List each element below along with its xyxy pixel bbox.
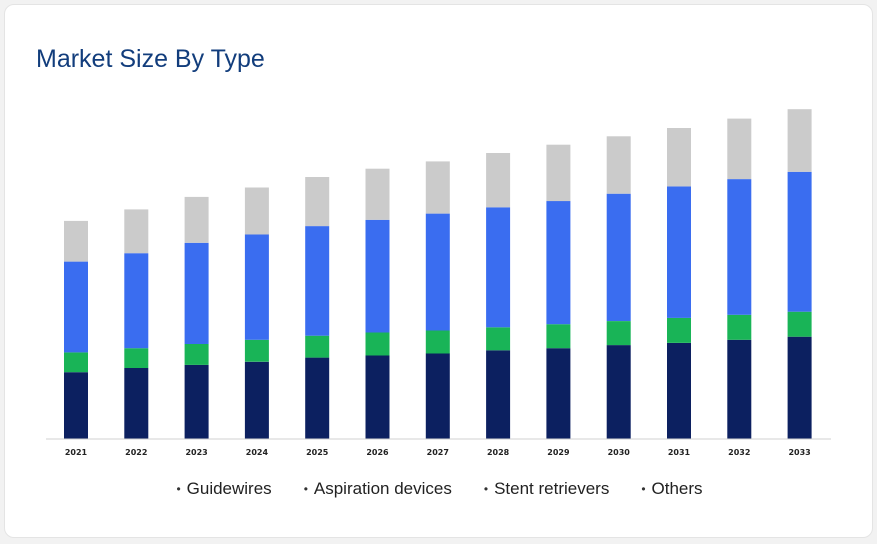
legend-item-others[interactable]: • Others [641,479,702,499]
bar-segment-aspiration-devices-2030 [606,321,631,346]
bar-segment-guidewires-2026 [365,355,390,439]
legend-item-stent-retrievers[interactable]: • Stent retrievers [484,479,609,499]
x-tick-label-2026: 2026 [366,448,389,457]
bar-segment-aspiration-devices-2025 [305,335,330,358]
bar-segment-stent-retrievers-2029 [546,201,571,325]
x-tick-label-2033: 2033 [788,448,810,457]
bar-segment-aspiration-devices-2033 [787,311,812,337]
bar-segment-aspiration-devices-2031 [667,317,691,343]
bar-segment-stent-retrievers-2028 [486,207,511,328]
x-tick-label-2023: 2023 [185,448,207,457]
bar-segment-others-2026 [365,168,390,220]
bar-segment-stent-retrievers-2022 [124,253,149,349]
legend-item-guidewires[interactable]: • Guidewires [176,479,271,499]
chart-card: Market Size By Type 2021 2022 2023 2024 2025… [4,4,873,538]
bars-group [64,109,812,439]
chart-title: Market Size By Type [36,45,265,73]
x-tick-label-2027: 2027 [427,448,449,457]
bar-segment-others-2021 [64,220,88,262]
bar-segment-guidewires-2029 [546,348,571,439]
x-tick-label-2021: 2021 [65,448,88,457]
legend-bullet: • [303,482,308,496]
bar-segment-aspiration-devices-2023 [184,344,209,365]
bar-segment-guidewires-2022 [124,368,149,439]
legend-label: Others [651,479,703,498]
x-tick-label-2030: 2030 [608,448,631,457]
x-tick-label-2029: 2029 [547,448,570,457]
bar-segment-guidewires-2021 [64,372,88,439]
bar-segment-others-2031 [667,128,691,187]
bar-segment-others-2028 [486,153,511,208]
bar-segment-aspiration-devices-2029 [546,324,571,349]
legend-bullet: • [483,482,489,496]
bar-segment-stent-retrievers-2027 [425,213,450,331]
bar-segment-others-2024 [244,187,269,235]
legend-item-aspiration-devices[interactable]: • Aspiration devices [304,479,452,499]
bar-segment-others-2029 [546,144,571,202]
x-tick-label-2028: 2028 [487,448,510,457]
bar-segment-aspiration-devices-2027 [425,330,450,354]
bar-segment-guidewires-2028 [486,350,511,439]
bar-segment-others-2023 [184,196,209,243]
legend-label: Guidewires [186,479,272,498]
bar-segment-stent-retrievers-2026 [365,219,390,333]
bar-segment-stent-retrievers-2023 [184,242,209,344]
bar-segment-stent-retrievers-2025 [305,226,330,336]
bar-segment-guidewires-2027 [425,353,450,439]
bar-segment-others-2032 [727,118,752,180]
bar-segment-stent-retrievers-2032 [727,179,752,315]
bar-segment-stent-retrievers-2024 [244,234,269,340]
bar-segment-guidewires-2032 [727,339,752,439]
x-tick-label-2031: 2031 [668,448,691,457]
x-tick-label-2025: 2025 [306,448,329,457]
legend-bullet: • [176,482,181,496]
bar-segment-guidewires-2024 [244,361,269,439]
bar-segment-others-2027 [425,161,450,214]
bar-segment-aspiration-devices-2028 [486,327,511,351]
x-tick-label-2032: 2032 [728,448,750,457]
bar-segment-stent-retrievers-2033 [787,171,812,312]
bar-segment-others-2030 [606,136,631,194]
bar-segment-guidewires-2023 [184,364,209,439]
bar-segment-stent-retrievers-2030 [606,193,631,321]
bar-segment-aspiration-devices-2032 [727,314,752,340]
legend-label: Stent retrievers [494,479,610,498]
bar-segment-stent-retrievers-2031 [667,186,691,318]
x-tick-labels: 2021 2022 2023 2024 2025 2026 2027 2028 2029 2030… [65,448,811,457]
bar-segment-others-2022 [124,209,149,254]
legend: • Guidewires • Aspiration devices • Sten… [5,479,874,499]
bar-segment-stent-retrievers-2021 [64,261,88,353]
x-tick-label-2022: 2022 [125,448,147,457]
stacked-bar-chart: 2021 2022 2023 2024 2025 2026 2027 2028 2029 2030… [46,109,831,457]
bar-segment-aspiration-devices-2026 [365,332,390,356]
bar-segment-guidewires-2030 [606,345,631,439]
x-tick-label-2024: 2024 [246,448,269,457]
bar-segment-aspiration-devices-2024 [244,339,269,362]
legend-bullet: • [641,482,646,496]
bar-segment-guidewires-2025 [305,357,330,439]
bar-segment-guidewires-2031 [667,343,691,439]
bar-segment-aspiration-devices-2022 [124,348,149,368]
bar-segment-guidewires-2033 [787,336,812,439]
legend-label: Aspiration devices [313,479,452,498]
bar-segment-others-2033 [787,109,812,172]
bar-segment-others-2025 [305,177,330,227]
bar-segment-aspiration-devices-2021 [64,352,88,373]
